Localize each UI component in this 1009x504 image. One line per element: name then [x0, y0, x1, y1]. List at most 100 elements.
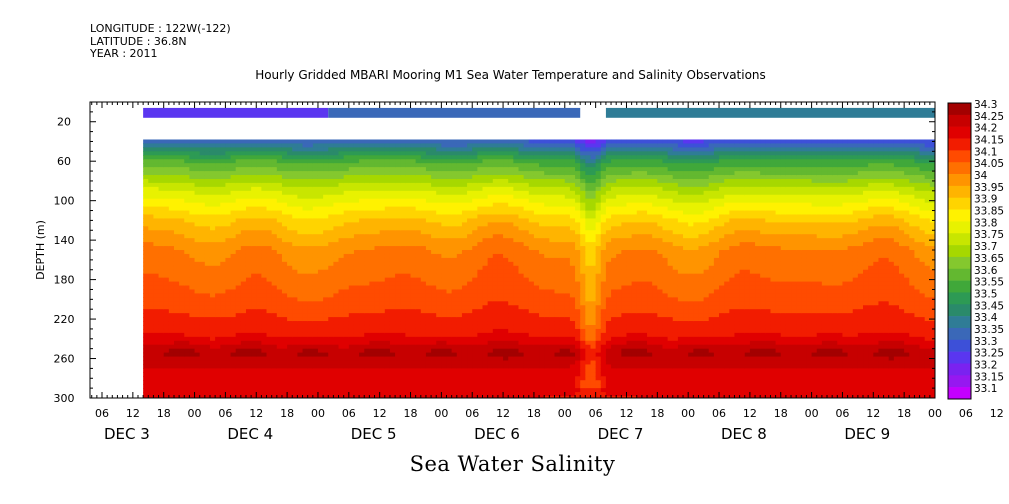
salinity-cell — [204, 340, 211, 346]
salinity-cell — [184, 317, 191, 322]
salinity-cell — [302, 230, 309, 235]
salinity-cell — [338, 313, 345, 318]
salinity-cell — [184, 147, 191, 152]
salinity-cell — [158, 368, 165, 373]
salinity-cell — [179, 242, 185, 247]
salinity-cell — [425, 139, 432, 145]
salinity-cell — [302, 182, 309, 188]
salinity-cell — [436, 265, 442, 271]
salinity-cell — [204, 198, 211, 204]
salinity-cell — [395, 226, 401, 231]
salinity-cell — [281, 309, 288, 314]
salinity-cell — [199, 273, 206, 279]
salinity-cell — [179, 265, 185, 271]
salinity-cell — [297, 332, 304, 338]
salinity-cell — [436, 388, 442, 393]
salinity-cell — [179, 324, 185, 330]
salinity-cell — [415, 182, 422, 188]
salinity-cell — [364, 186, 370, 192]
salinity-cell — [456, 289, 463, 295]
salinity-cell — [168, 147, 175, 152]
salinity-cell — [194, 364, 201, 369]
salinity-cell — [251, 372, 257, 377]
salinity-cell — [472, 340, 478, 346]
salinity-cell — [235, 234, 242, 239]
salinity-cell — [199, 226, 206, 231]
salinity-cell — [251, 356, 257, 362]
salinity-cell — [143, 324, 149, 330]
salinity-cell — [343, 151, 350, 156]
salinity-cell — [508, 352, 514, 358]
salinity-cell — [451, 198, 458, 204]
salinity-cell — [503, 194, 509, 200]
salinity-cell — [497, 328, 504, 334]
salinity-cell — [317, 230, 324, 235]
salinity-cell — [276, 289, 283, 295]
salinity-cell — [153, 163, 160, 168]
salinity-cell — [251, 348, 257, 354]
salinity-cell — [328, 198, 334, 204]
salinity-cell — [338, 238, 345, 243]
salinity-cell — [503, 281, 509, 287]
salinity-cell — [168, 159, 175, 164]
salinity-cell — [179, 194, 185, 200]
salinity-cell — [225, 297, 232, 302]
salinity-cell — [240, 384, 247, 389]
salinity-cell — [271, 257, 278, 263]
salinity-cell — [431, 376, 437, 381]
salinity-cell — [472, 147, 478, 152]
salinity-cell — [461, 380, 468, 385]
salinity-cell — [384, 230, 391, 235]
salinity-cell — [518, 309, 525, 314]
salinity-cell — [215, 340, 221, 346]
salinity-cell — [353, 151, 360, 156]
salinity-cell — [446, 384, 453, 389]
salinity-cell — [338, 305, 345, 310]
salinity-cell — [256, 372, 262, 377]
salinity-cell — [302, 139, 309, 145]
salinity-cell — [179, 396, 185, 398]
salinity-cell — [302, 147, 309, 152]
salinity-cell — [400, 281, 406, 287]
salinity-cell — [420, 143, 427, 148]
salinity-cell — [261, 313, 268, 318]
salinity-cell — [245, 261, 252, 267]
salinity-cell — [461, 317, 468, 322]
salinity-cell — [220, 163, 227, 168]
salinity-cell — [384, 313, 391, 318]
salinity-cell — [173, 171, 180, 176]
salinity-cell — [328, 238, 334, 243]
salinity-cell — [482, 163, 489, 168]
salinity-cell — [420, 380, 427, 385]
salinity-cell — [482, 210, 489, 216]
salinity-cell — [528, 143, 535, 148]
salinity-cell — [204, 380, 211, 385]
salinity-cell — [209, 364, 216, 369]
salinity-cell — [148, 202, 155, 208]
salinity-cell — [369, 305, 376, 310]
salinity-cell — [245, 368, 252, 373]
salinity-cell — [292, 364, 298, 369]
salinity-cell — [359, 155, 365, 160]
salinity-cell — [328, 317, 334, 322]
salinity-cell — [441, 202, 448, 208]
salinity-cell — [456, 155, 463, 160]
salinity-cell — [302, 250, 309, 255]
salinity-cell — [333, 261, 340, 267]
salinity-cell — [513, 198, 520, 204]
salinity-cell — [405, 321, 412, 326]
salinity-cell — [374, 344, 381, 350]
salinity-cell — [312, 301, 319, 306]
salinity-cell — [148, 198, 155, 204]
salinity-cell — [497, 352, 504, 358]
salinity-cell — [451, 297, 458, 302]
salinity-cell — [209, 317, 216, 322]
salinity-cell — [287, 285, 293, 291]
salinity-cell — [420, 269, 427, 275]
salinity-cell — [323, 182, 329, 188]
salinity-cell — [461, 396, 468, 398]
salinity-cell — [287, 340, 293, 346]
salinity-cell — [225, 265, 232, 271]
salinity-cell — [168, 336, 175, 342]
salinity-cell — [353, 175, 360, 180]
